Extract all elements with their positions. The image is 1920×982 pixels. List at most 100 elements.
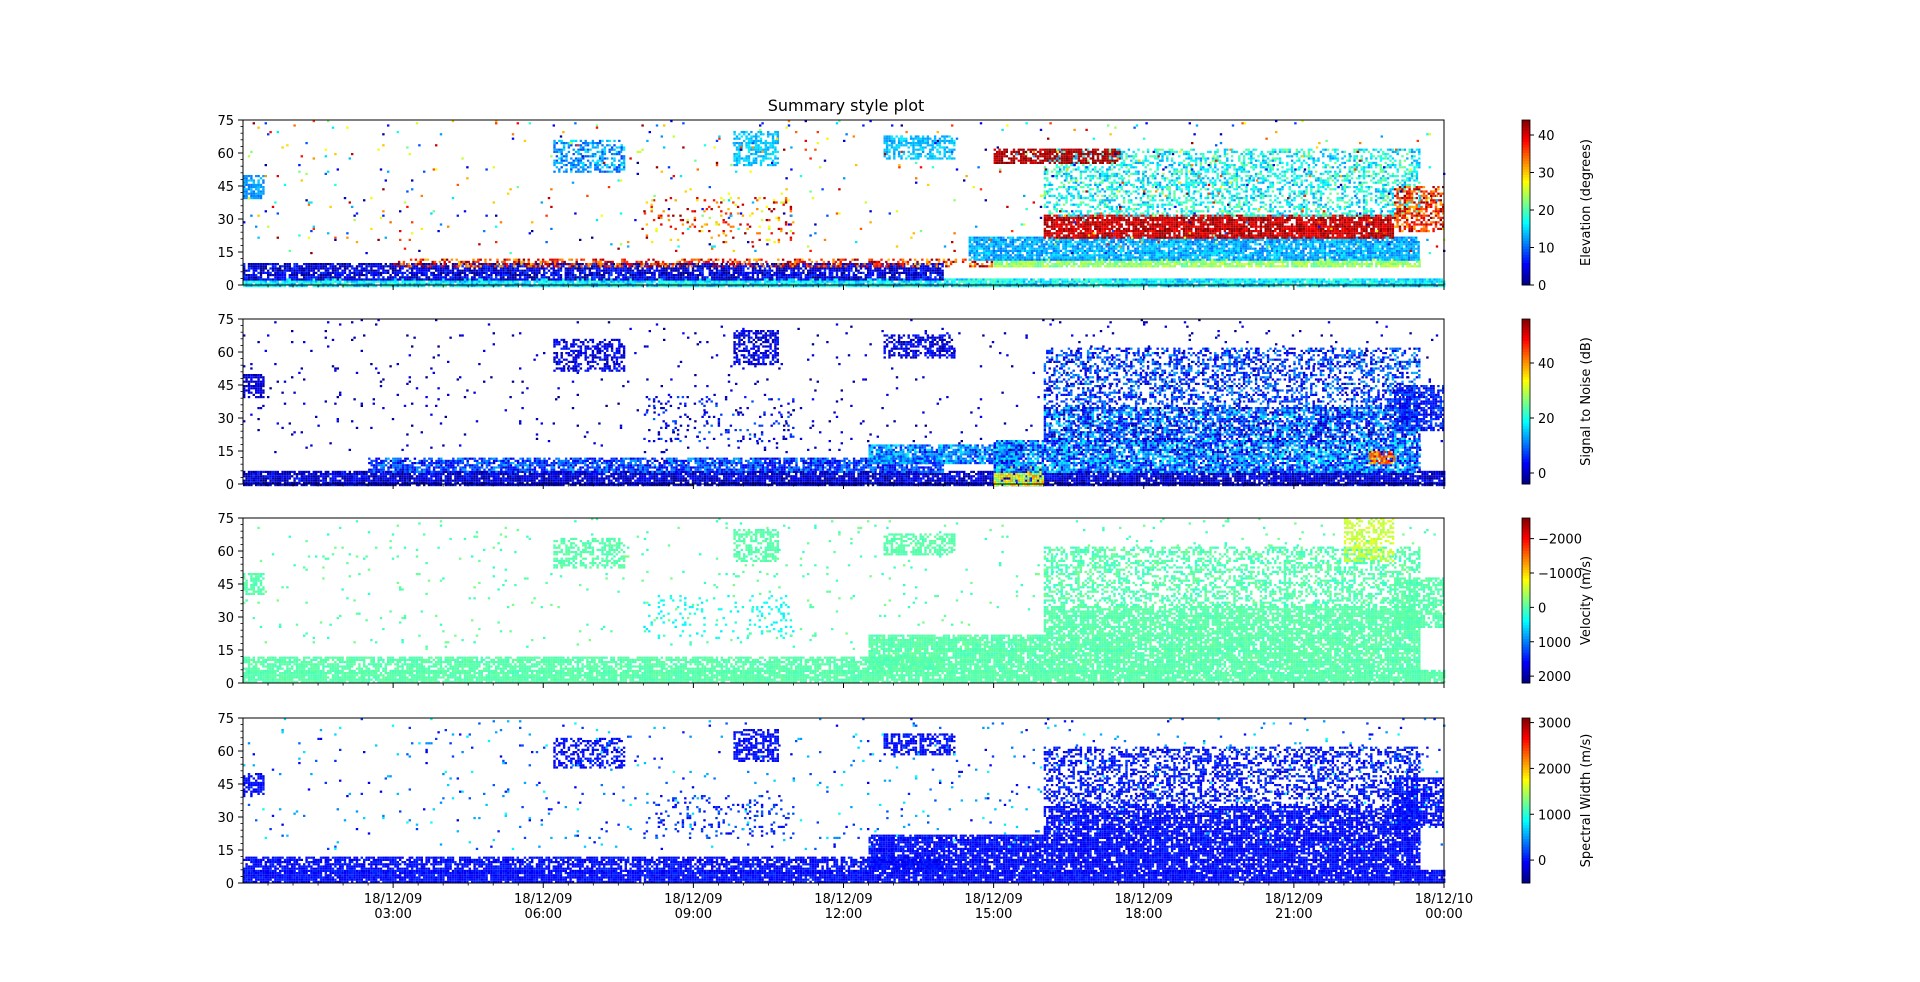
cell: [759, 272, 761, 274]
cell: [788, 276, 790, 278]
cell: [478, 263, 480, 265]
cell: [538, 267, 540, 269]
cell: [505, 274, 507, 276]
cell: [413, 278, 415, 280]
cell: [649, 270, 651, 272]
cell: [886, 278, 888, 280]
cell: [425, 270, 427, 272]
cell: [685, 272, 687, 274]
cell: [944, 281, 946, 283]
cell: [281, 278, 283, 280]
cell: [771, 270, 773, 272]
cell: [346, 263, 348, 265]
cell: [560, 267, 562, 269]
cell: [373, 270, 375, 272]
cell: [584, 276, 586, 278]
cell: [1148, 281, 1150, 283]
cell: [476, 274, 478, 276]
cell: [1349, 281, 1351, 283]
cell: [697, 267, 699, 269]
cell: [327, 272, 329, 274]
cell: [488, 267, 490, 269]
cell: [1414, 278, 1416, 280]
cell: [529, 270, 531, 272]
cell: [519, 276, 521, 278]
cell: [305, 263, 307, 265]
cell: [651, 274, 653, 276]
cell: [593, 276, 595, 278]
cell: [953, 281, 955, 283]
cell: [373, 265, 375, 267]
cell: [788, 281, 790, 283]
cell: [1162, 281, 1164, 283]
cell: [267, 272, 269, 274]
cell: [663, 278, 665, 280]
cell: [512, 281, 514, 283]
cell: [341, 272, 343, 274]
cell: [253, 265, 255, 267]
cell: [718, 274, 720, 276]
cell: [658, 276, 660, 278]
cell: [346, 278, 348, 280]
cell: [757, 281, 759, 283]
cell: [1261, 281, 1263, 283]
cell: [761, 270, 763, 272]
cell: [915, 281, 917, 283]
cell: [461, 265, 463, 267]
cell: [320, 276, 322, 278]
cell: [701, 270, 703, 272]
cell: [356, 274, 358, 276]
cell: [814, 263, 816, 265]
cell: [737, 265, 739, 267]
cell: [625, 270, 627, 272]
cell: [903, 281, 905, 283]
cell: [406, 270, 408, 272]
cell: [1409, 278, 1411, 280]
cell: [478, 272, 480, 274]
cell: [1220, 281, 1222, 283]
cell: [368, 272, 370, 274]
cell: [1280, 281, 1282, 283]
cell: [301, 281, 303, 283]
cell: [365, 278, 367, 280]
cell: [1066, 281, 1068, 283]
cell: [790, 270, 792, 272]
cell: [260, 270, 262, 272]
cell: [663, 276, 665, 278]
cell: [416, 267, 418, 269]
cell: [577, 267, 579, 269]
cell: [514, 267, 516, 269]
cell: [706, 281, 708, 283]
cell: [310, 281, 312, 283]
cell: [469, 278, 471, 280]
cell: [663, 272, 665, 274]
cell: [1390, 278, 1392, 280]
cell: [1071, 281, 1073, 283]
cell: [977, 278, 979, 280]
cell: [1220, 278, 1222, 280]
cell: [677, 270, 679, 272]
cell: [1054, 281, 1056, 283]
cell: [481, 267, 483, 269]
cell: [778, 276, 780, 278]
cell: [1205, 281, 1207, 283]
cell: [754, 270, 756, 272]
cell: [1359, 281, 1361, 283]
cell: [1354, 278, 1356, 280]
cell: [721, 276, 723, 278]
cell: [404, 281, 406, 283]
cell: [766, 274, 768, 276]
cell: [812, 267, 814, 269]
cell: [485, 278, 487, 280]
cell: [637, 267, 639, 269]
cell: [370, 265, 372, 267]
cell: [1145, 281, 1147, 283]
cell: [490, 281, 492, 283]
cell: [1407, 278, 1409, 280]
cell: [797, 270, 799, 272]
cell: [797, 278, 799, 280]
cell: [389, 281, 391, 283]
cell: [737, 272, 739, 274]
cell: [1136, 278, 1138, 280]
cell: [512, 274, 514, 276]
